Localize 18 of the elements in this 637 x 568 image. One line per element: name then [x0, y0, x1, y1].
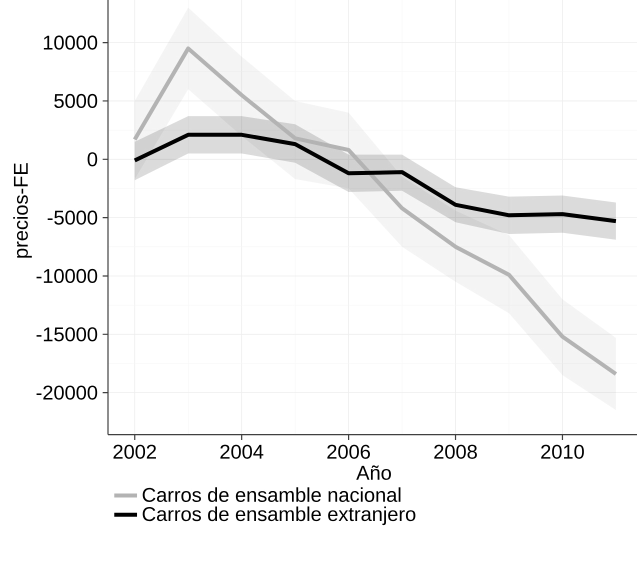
x-tick-label: 2004: [220, 444, 264, 459]
y-tick-label: 10000: [44, 36, 98, 50]
y-tick-label: -20000: [36, 386, 98, 400]
y-tick-label: -15000: [36, 327, 98, 342]
y-tick-label: 0: [88, 152, 98, 166]
x-axis-title: Año: [356, 465, 391, 480]
line-series: [132, 46, 618, 376]
x-tick-label: 2010: [541, 444, 584, 459]
y-axis-title: precios-FE: [13, 163, 32, 258]
x-tick-label: 2008: [434, 444, 477, 459]
legend-label: Carros de ensamble extranjero: [142, 506, 416, 526]
x-tick-label: 2006: [327, 444, 370, 459]
legend-label: Carros de ensamble nacional: [142, 487, 400, 502]
y-tick-label: -10000: [36, 268, 98, 284]
y-tick-label: -5000: [48, 210, 98, 225]
line-series: [132, 132, 618, 224]
y-tick-label: 5000: [54, 94, 98, 108]
x-tick-label: 2002: [113, 444, 156, 459]
